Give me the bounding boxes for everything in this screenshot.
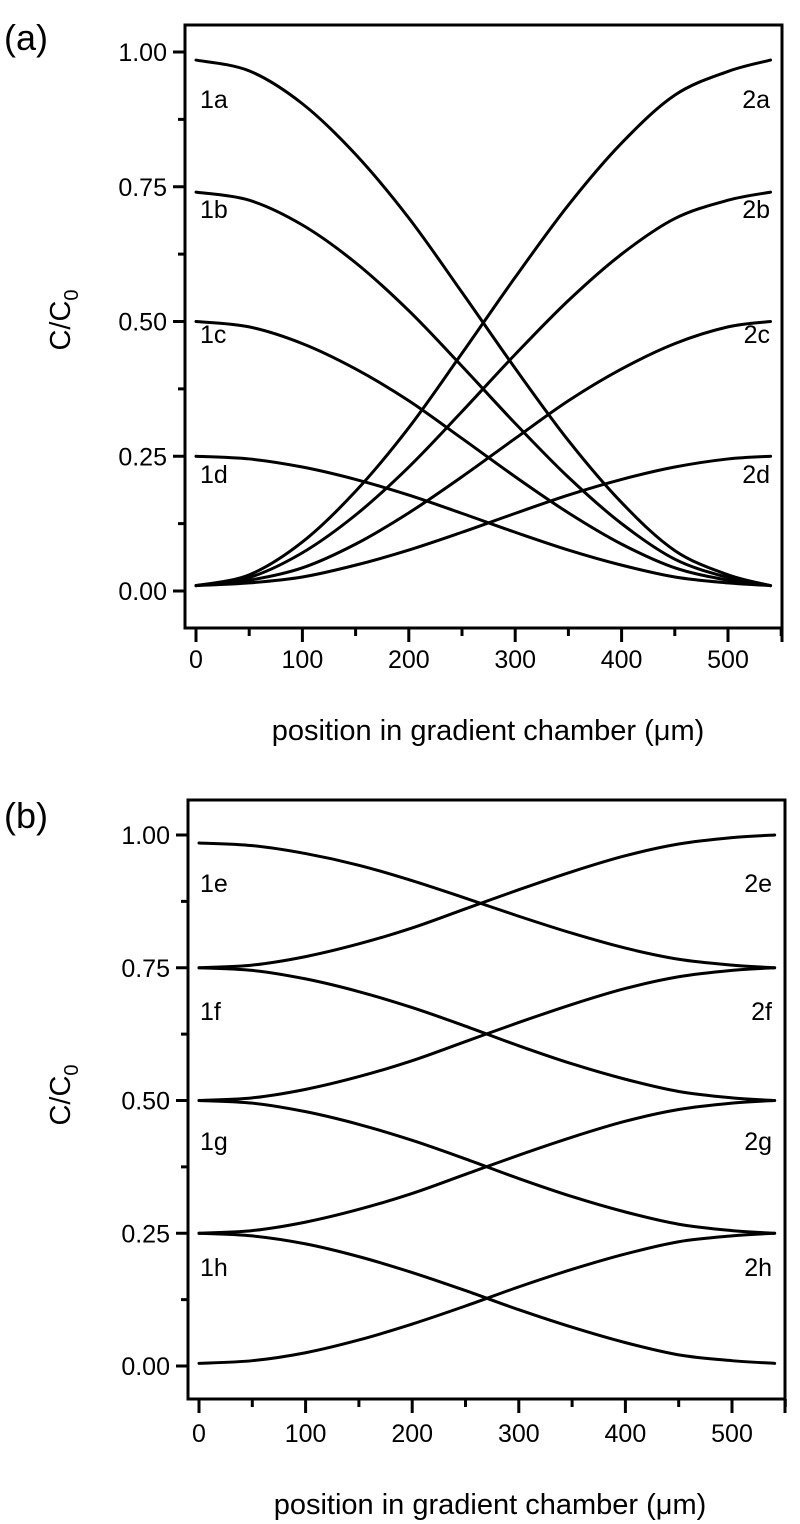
plot-frame	[186, 798, 787, 1401]
panel-b: (b) 1e 1f 1g 1h 2e 2f 2g 2h position in …	[4, 795, 787, 1521]
x-tick-label: 500	[707, 646, 749, 674]
curve-label-1d: 1d	[200, 461, 228, 489]
series-line-2d	[194, 454, 773, 588]
curve-label-1g: 1g	[200, 1128, 228, 1156]
x-tick-label: 200	[388, 646, 430, 674]
curve-label-1c: 1c	[200, 321, 226, 349]
x-tick-label: 500	[711, 1420, 753, 1448]
y-tick-label: 0.25	[121, 1220, 170, 1248]
curve-label-1a: 1a	[200, 86, 228, 114]
y-tick-label: 0.75	[121, 955, 170, 983]
y-tick-label: 0.25	[118, 443, 167, 471]
x-tick-label: 100	[282, 646, 324, 674]
series-line-1h	[197, 1231, 777, 1365]
curve-label-1b: 1b	[200, 196, 228, 224]
y-tick-label: 0.50	[118, 309, 167, 337]
series-line-1b	[194, 190, 773, 588]
x-axis-title-b: position in gradient chamber (μm)	[274, 1489, 707, 1521]
panel-a: (a) 1a 1b 1c 1d 2a 2b 2c 2d position in …	[4, 17, 784, 747]
x-tick-label: 0	[189, 646, 203, 674]
plot-frame	[183, 23, 784, 630]
curve-label-2d: 2d	[742, 461, 770, 489]
panel-label-a: (a)	[4, 17, 48, 58]
curve-label-2e: 2e	[744, 870, 772, 898]
curve-label-2g: 2g	[744, 1128, 772, 1156]
curve-label-1e: 1e	[200, 870, 228, 898]
y-tick-label: 1.00	[121, 822, 170, 850]
series-line-1a	[194, 58, 773, 588]
x-axis-title-a: position in gradient chamber (μm)	[272, 715, 705, 747]
x-tick-label: 300	[494, 646, 536, 674]
series-line-2a	[194, 58, 773, 588]
series-line-2e	[197, 833, 777, 970]
y-tick-label: 0.00	[121, 1353, 170, 1381]
series-line-2h	[197, 1231, 777, 1365]
y-tick-label: 0.00	[118, 578, 167, 606]
series-line-2f	[197, 966, 777, 1102]
series-line-1e	[197, 841, 777, 970]
curve-label-2h: 2h	[744, 1254, 772, 1282]
series-line-2b	[194, 190, 773, 588]
y-tick-label: 0.75	[118, 174, 167, 202]
x-tick-label: 300	[498, 1420, 540, 1448]
curve-label-2f: 2f	[751, 998, 772, 1026]
x-tick-label: 200	[391, 1420, 433, 1448]
x-tick-label: 0	[192, 1420, 206, 1448]
x-tick-label: 400	[601, 646, 643, 674]
y-axis-title-b: C/C0	[45, 1064, 83, 1125]
curve-label-1h: 1h	[200, 1254, 228, 1282]
curve-label-2b: 2b	[742, 196, 770, 224]
curve-label-1f: 1f	[200, 998, 221, 1026]
curve-label-2c: 2c	[744, 321, 770, 349]
x-tick-label: 400	[605, 1420, 647, 1448]
y-axis-title-a: C/C0	[45, 289, 83, 350]
x-tick-label: 100	[285, 1420, 327, 1448]
series-line-2g	[197, 1099, 777, 1235]
series-line-2c	[194, 320, 773, 588]
y-tick-label: 0.50	[121, 1088, 170, 1116]
series-line-1g	[197, 1099, 777, 1235]
series-line-1c	[194, 320, 773, 588]
series-line-1f	[197, 966, 777, 1102]
curve-label-2a: 2a	[742, 86, 770, 114]
panel-label-b: (b)	[4, 795, 48, 836]
series-line-1d	[194, 454, 773, 588]
y-tick-label: 1.00	[118, 39, 167, 67]
